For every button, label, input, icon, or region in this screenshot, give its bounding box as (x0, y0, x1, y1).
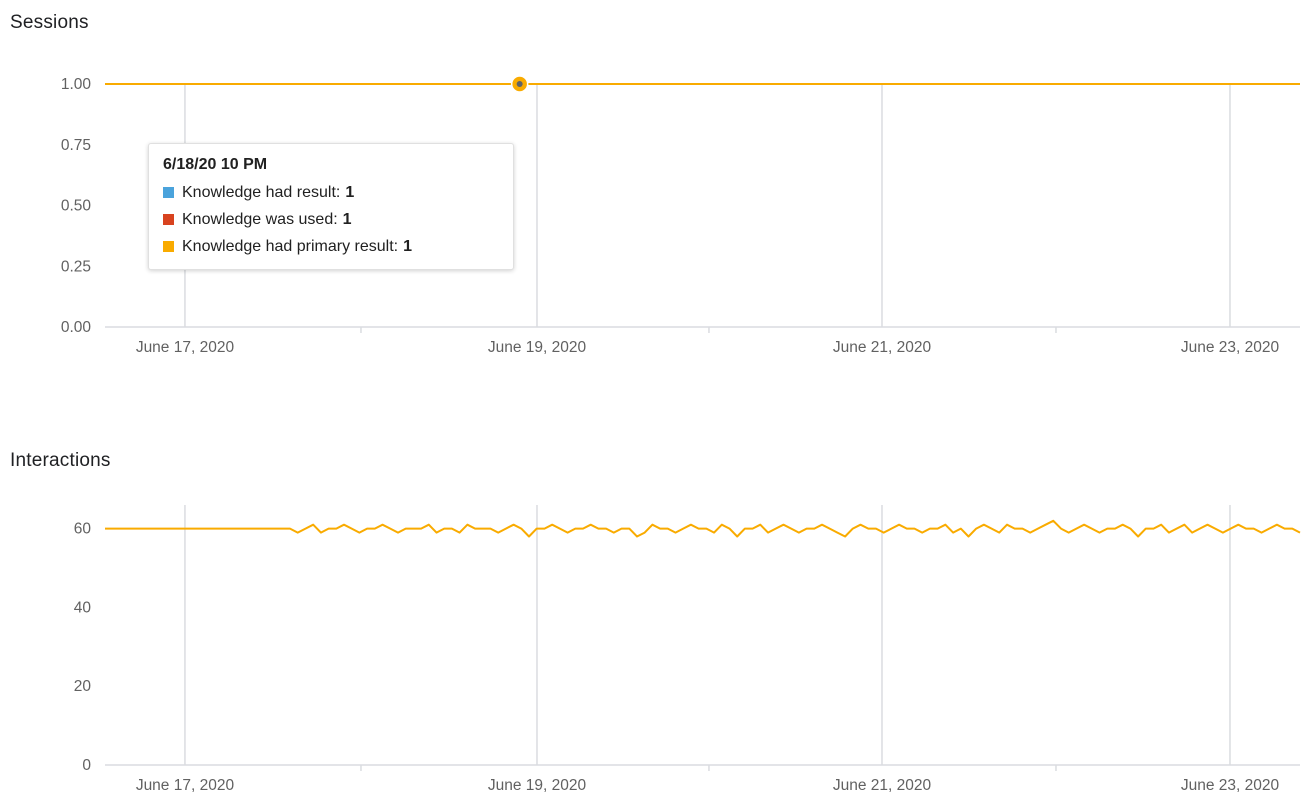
svg-text:0.00: 0.00 (61, 319, 92, 336)
sessions-chart[interactable]: June 17, 2020 June 19, 2020 June 21, 2020 J… (0, 0, 1312, 365)
svg-text:20: 20 (74, 678, 92, 695)
svg-text:June 23, 2020: June 23, 2020 (1181, 777, 1280, 794)
svg-text:June 21, 2020: June 21, 2020 (833, 339, 932, 356)
svg-text:June 21, 2020: June 21, 2020 (833, 777, 932, 794)
svg-text:June 19, 2020: June 19, 2020 (488, 339, 587, 356)
svg-text:40: 40 (74, 599, 92, 616)
svg-text:June 23, 2020: June 23, 2020 (1181, 339, 1280, 356)
svg-text:0.75: 0.75 (61, 137, 91, 154)
svg-text:June 19, 2020: June 19, 2020 (488, 777, 587, 794)
sessions-chart-title: Sessions (10, 12, 89, 33)
interactions-chart-title: Interactions (10, 450, 111, 471)
svg-text:June 17, 2020: June 17, 2020 (136, 339, 235, 356)
svg-text:1.00: 1.00 (61, 76, 92, 93)
svg-text:June 17, 2020: June 17, 2020 (136, 777, 235, 794)
svg-text:0: 0 (82, 757, 91, 774)
svg-text:0.25: 0.25 (61, 258, 91, 275)
interactions-chart[interactable]: June 17, 2020 June 19, 2020 June 21, 2020 J… (0, 440, 1312, 812)
svg-text:0.50: 0.50 (61, 198, 92, 215)
svg-text:60: 60 (74, 521, 92, 538)
